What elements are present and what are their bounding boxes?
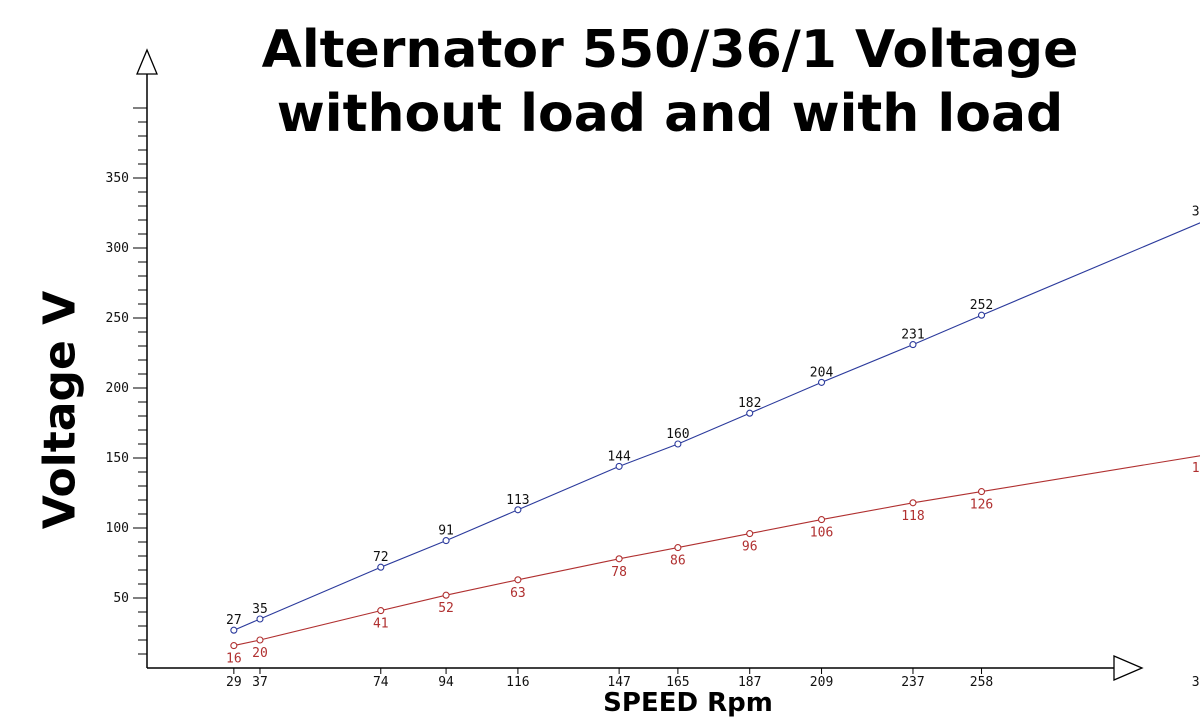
data-point <box>514 506 522 514</box>
data-label: 126 <box>970 498 993 513</box>
data-label: 319 <box>1192 204 1200 219</box>
data-label: 72 <box>373 550 389 565</box>
x-tick-label: 258 <box>970 675 993 690</box>
data-point <box>377 607 385 615</box>
data-point <box>615 555 623 563</box>
data-label: 118 <box>901 509 924 524</box>
data-label: 152 <box>1192 461 1200 476</box>
data-point <box>746 530 754 538</box>
x-axis-arrow <box>1113 655 1144 681</box>
chart-title-line-2: without load and with load <box>276 84 1064 144</box>
x-tick-label: 94 <box>438 675 454 690</box>
data-label: 252 <box>970 298 993 313</box>
data-label: 113 <box>506 493 529 508</box>
x-tick-label: 116 <box>506 675 529 690</box>
data-label: 63 <box>510 586 526 601</box>
y-tick-label: 250 <box>106 311 129 326</box>
x-tick-label: 326 <box>1192 675 1200 690</box>
data-point <box>442 591 450 599</box>
data-point <box>674 544 682 552</box>
data-point <box>817 378 826 386</box>
y-tick-label: 200 <box>106 381 129 396</box>
data-point <box>674 440 682 448</box>
data-label: 35 <box>252 602 268 617</box>
data-label: 231 <box>901 328 924 343</box>
y-tick-label: 350 <box>106 171 129 186</box>
chart-title: Alternator 550/36/1 Voltage without load… <box>180 18 1160 146</box>
data-label: 78 <box>611 565 627 580</box>
data-label: 106 <box>810 526 833 541</box>
y-axis-arrow <box>136 48 158 75</box>
y-tick-label: 50 <box>113 591 129 606</box>
y-tick-label: 100 <box>106 521 129 536</box>
data-label: 160 <box>666 427 689 442</box>
data-point <box>230 626 238 634</box>
x-tick-label: 147 <box>607 675 630 690</box>
data-point <box>256 636 264 644</box>
data-label: 86 <box>670 554 686 569</box>
chart-title-line-1: Alternator 550/36/1 Voltage <box>261 20 1079 80</box>
data-point <box>909 341 917 349</box>
data-label: 204 <box>810 365 834 380</box>
chart-marks: 27 35 72 91 113 144 160 182 204 231 252 319 16 20 41 52… <box>226 204 1200 667</box>
x-axis-label: SPEED Rpm <box>603 688 773 718</box>
data-label: 91 <box>438 524 454 539</box>
chart-axes: 50 100 150 200 250 300 350 29 37 74 94 116 147 165 187… <box>106 48 1200 690</box>
data-label: 96 <box>742 540 758 555</box>
data-label: 27 <box>226 613 242 628</box>
series-line-1 <box>233 222 1200 631</box>
series-line-2 <box>233 455 1200 647</box>
data-point <box>746 409 754 417</box>
data-point <box>977 311 986 319</box>
data-point <box>977 488 986 496</box>
x-tick-label: 37 <box>252 675 268 690</box>
x-tick-label: 187 <box>738 675 761 690</box>
data-point <box>909 499 917 507</box>
data-point <box>230 642 238 650</box>
data-label: 41 <box>373 617 389 632</box>
x-tick-label: 209 <box>810 675 833 690</box>
x-tick-label: 165 <box>666 675 689 690</box>
data-point <box>514 576 522 584</box>
data-point <box>817 516 826 524</box>
x-tick-label: 74 <box>373 675 389 690</box>
y-tick-label: 300 <box>106 241 129 256</box>
data-label: 52 <box>438 601 454 616</box>
y-tick-label: 150 <box>106 451 129 466</box>
data-point <box>615 462 623 470</box>
data-label: 144 <box>607 449 631 464</box>
x-tick-label: 237 <box>901 675 924 690</box>
data-point <box>256 615 264 623</box>
data-label: 20 <box>252 646 268 661</box>
x-tick-label: 29 <box>226 675 242 690</box>
data-label: 182 <box>738 396 761 411</box>
data-point <box>377 563 385 571</box>
data-point <box>442 537 450 545</box>
data-label: 16 <box>226 652 242 667</box>
